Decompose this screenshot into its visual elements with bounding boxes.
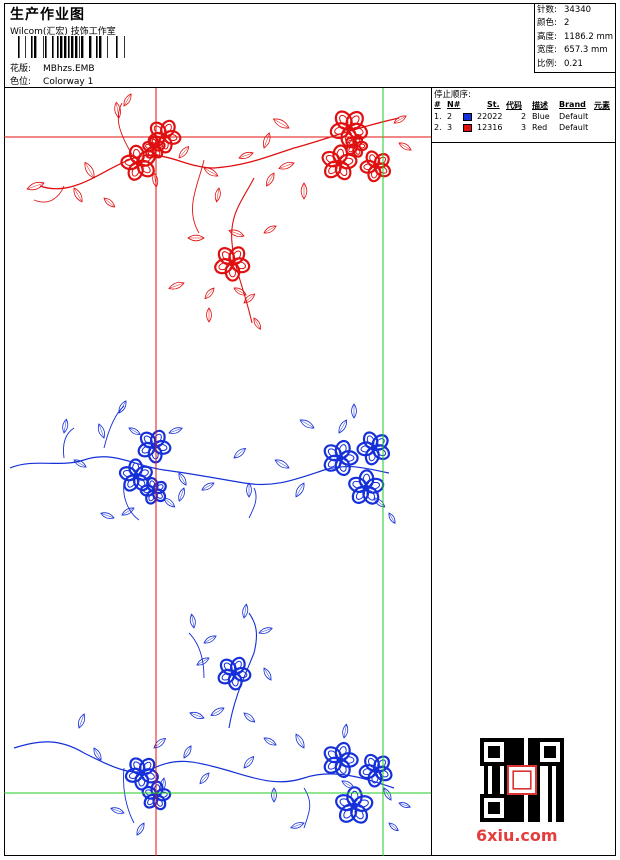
- stop-sequence-title: 停止顺序:: [434, 90, 471, 100]
- vine-stem: [13, 741, 395, 789]
- leaf-motif: [178, 487, 185, 502]
- vine-stem: [63, 427, 75, 459]
- leaf-motif: [290, 822, 305, 829]
- leaf-motif: [204, 287, 215, 300]
- colorway-label: 色位:: [10, 77, 32, 87]
- flower-motif: [124, 757, 159, 791]
- page-title: 生产作业图: [10, 7, 85, 23]
- design-file-value: MBhzs.EMB: [43, 64, 95, 74]
- leaf-motif: [258, 627, 273, 634]
- leaf-motif: [73, 459, 87, 468]
- leaf-motif: [110, 807, 125, 814]
- flower-motif: [139, 476, 167, 505]
- leaf-motif: [243, 712, 256, 723]
- embroidery-design-canvas: [4, 88, 431, 856]
- flower-motif: [321, 144, 358, 181]
- vine-stem: [231, 177, 255, 324]
- flower-motif: [359, 150, 392, 183]
- flower-motif: [345, 134, 369, 158]
- stop-sequence-panel: 停止顺序: # N# St. 代码 描述 Brand 元素 1. 2 22022…: [431, 88, 616, 856]
- leaf-motif: [103, 197, 116, 208]
- vine-stem: [303, 787, 311, 829]
- colorway-value: Colorway 1: [43, 77, 94, 87]
- vine-stem: [188, 632, 205, 679]
- flower-motif: [118, 458, 153, 492]
- flower-motif: [356, 431, 391, 466]
- stat-scale: 比例: 0.21: [537, 58, 583, 69]
- flower-motif: [120, 144, 156, 181]
- vine-stem: [33, 185, 65, 203]
- design-file-line: 花版: MBhzs.EMB: [10, 61, 95, 74]
- leaf-motif: [243, 293, 256, 304]
- leaf-motif: [199, 772, 210, 785]
- flower-motif: [137, 429, 172, 464]
- flower-motif: [214, 246, 251, 282]
- leaf-motif: [178, 145, 190, 159]
- leaf-motif: [168, 427, 183, 434]
- colorway-line: 色位: Colorway 1: [10, 74, 93, 87]
- flower-motif: [335, 786, 374, 824]
- stat-width: 宽度: 657.3 mm: [537, 45, 608, 56]
- vine-stem: [39, 117, 400, 190]
- production-header: 生产作业图 Wilcom(汇宏) 技饰工作室 花版: MBhzs.EMB 色位: C…: [4, 3, 616, 88]
- flower-motif: [323, 439, 359, 477]
- vine-stem: [192, 159, 205, 234]
- stat-stitches: 针数: 34340: [537, 5, 592, 15]
- color-swatch-red: [463, 124, 472, 132]
- stop-sequence-table-box: 停止顺序: # N# St. 代码 描述 Brand 元素 1. 2 22022…: [432, 88, 616, 143]
- flower-motif: [323, 741, 359, 779]
- vine-stem: [123, 767, 135, 824]
- flower-motif: [348, 469, 385, 505]
- flower-motif: [358, 753, 393, 788]
- company-name: Wilcom(汇宏) 技饰工作室: [10, 27, 116, 37]
- flower-motif: [217, 656, 252, 691]
- stat-colors: 颜色: 2: [537, 18, 570, 29]
- leaf-motif: [266, 172, 275, 187]
- leaf-motif: [163, 497, 176, 508]
- leaf-motif: [123, 93, 132, 107]
- watermark-logo: 6xiu.com: [476, 826, 558, 845]
- page-frame: [4, 3, 616, 856]
- leaf-motif: [243, 755, 255, 769]
- leaf-motif: [84, 161, 95, 179]
- flower-motif: [142, 135, 166, 159]
- design-stats: 针数: 34340 颜色: 2 高度: 1186.2 mm 宽度: 657.3 mm 比…: [534, 3, 616, 73]
- barcode: [18, 36, 125, 58]
- design-file-label: 花版:: [10, 64, 32, 74]
- stat-height: 高度: 1186.2 mm: [537, 31, 614, 42]
- leaf-motif: [233, 447, 247, 459]
- leaf-motif: [388, 822, 399, 832]
- vine-stem: [228, 612, 258, 729]
- vine-stem: [248, 487, 257, 519]
- qr-code: [480, 738, 564, 822]
- color-swatch-blue: [463, 112, 472, 121]
